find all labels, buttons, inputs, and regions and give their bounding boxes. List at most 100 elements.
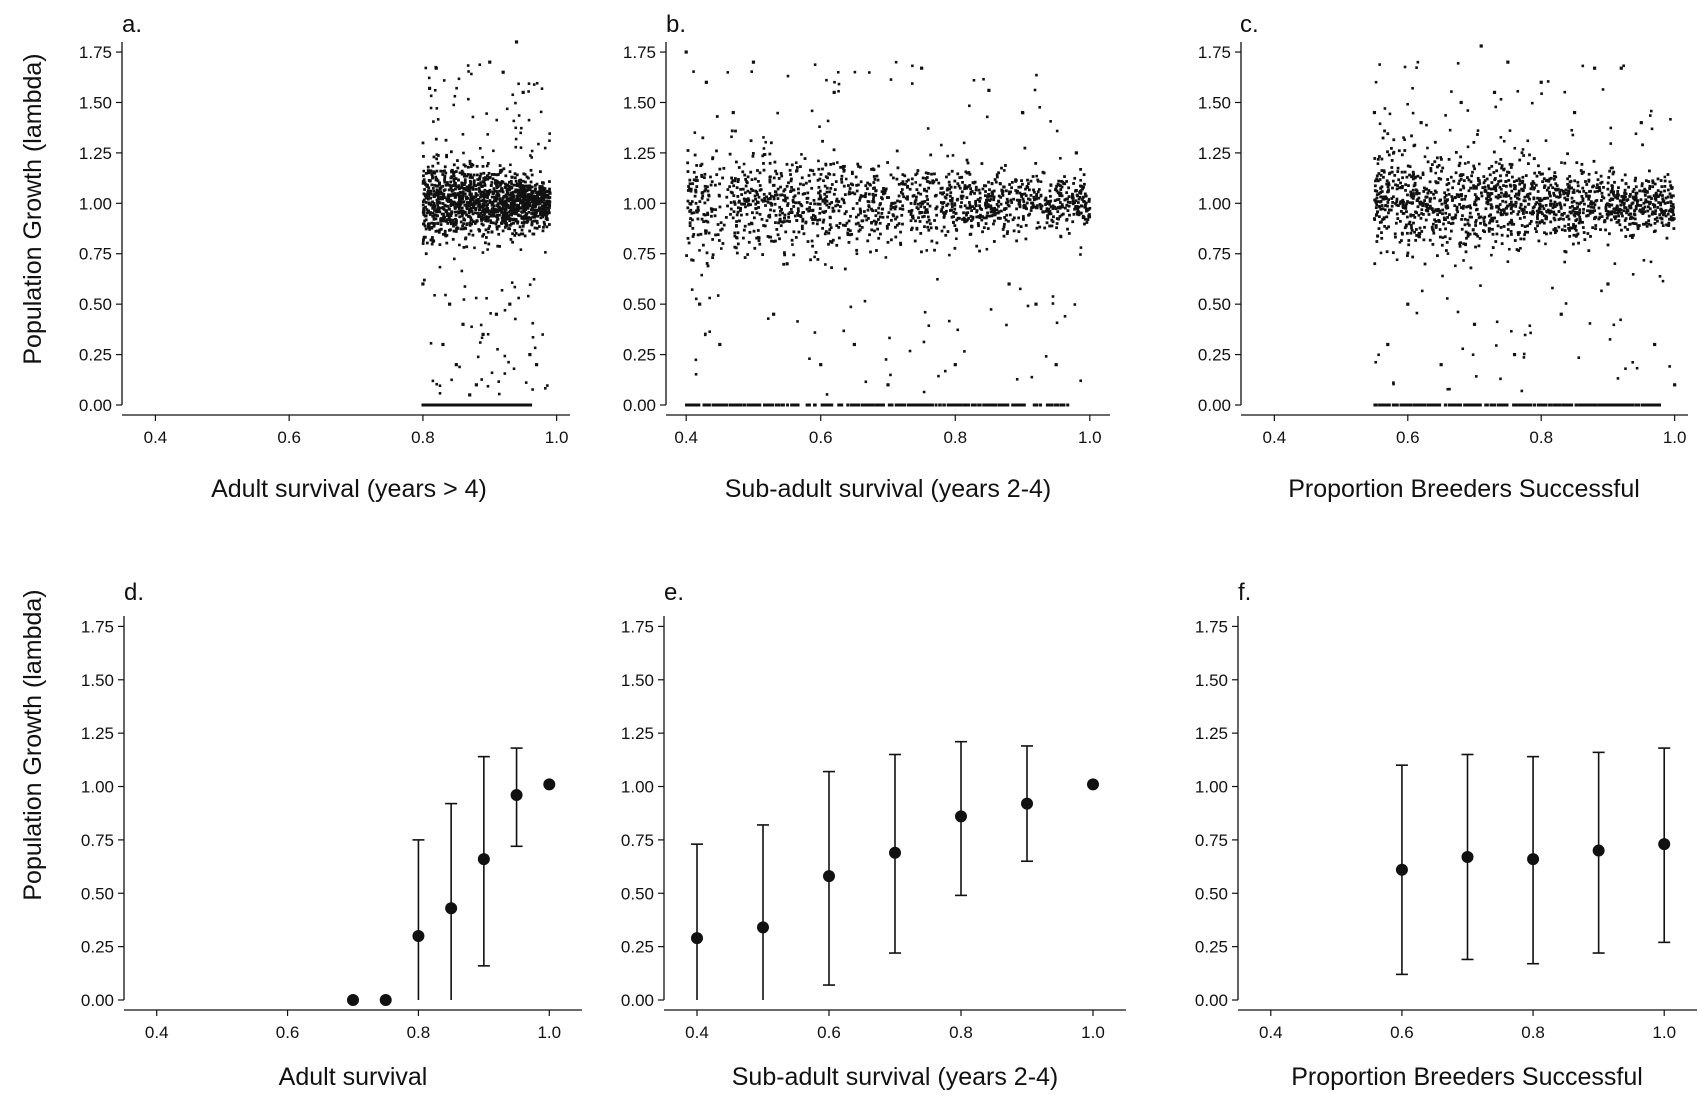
cloud-point-b — [864, 184, 867, 187]
cloud-point-b — [837, 226, 840, 229]
cloud-point-b — [874, 190, 877, 193]
cloud-point-c — [1455, 171, 1458, 174]
cloud-point-b — [747, 175, 750, 178]
cloud-point-b — [1083, 223, 1086, 226]
cloud-point-b — [986, 195, 989, 198]
cloud-point-b — [716, 115, 719, 118]
cloud-point-c — [1408, 174, 1411, 177]
cloud-point-a — [464, 227, 467, 230]
cloud-point-a — [438, 182, 441, 185]
cloud-point-a — [452, 238, 455, 241]
cloud-point-b — [1026, 202, 1029, 205]
cloud-point-b — [687, 170, 690, 173]
cloud-point-c — [1469, 212, 1472, 215]
cloud-point-c — [1635, 207, 1638, 210]
cloud-point-a — [515, 211, 518, 214]
cloud-point-c — [1419, 177, 1422, 180]
cloud-point-a — [468, 201, 471, 204]
cloud-point-b — [736, 186, 739, 189]
outlier-point-b-0 — [685, 50, 688, 53]
cloud-point-b — [1019, 205, 1022, 208]
sparse-point-b — [808, 357, 811, 360]
cloud-point-a — [511, 232, 514, 235]
sparse-point-a — [517, 297, 520, 300]
cloud-point-b — [859, 208, 862, 211]
sparse-point-b — [856, 252, 859, 255]
cloud-point-b — [698, 200, 701, 203]
cloud-point-c — [1545, 210, 1548, 213]
x-tick-label-c-1: 0.6 — [1396, 428, 1420, 447]
cloud-point-b — [898, 222, 901, 225]
cloud-point-c — [1536, 217, 1539, 220]
cloud-point-b — [1036, 227, 1039, 230]
cloud-point-c — [1436, 156, 1439, 159]
zero-point-b — [734, 404, 737, 407]
cloud-point-a — [502, 217, 505, 220]
panel-b: b. Sub-adult survival (years 2-4) 0.000.… — [623, 11, 1110, 503]
cloud-point-b — [1030, 206, 1033, 209]
cloud-point-a — [468, 188, 471, 191]
cloud-point-a — [499, 164, 502, 167]
zero-point-b — [782, 404, 785, 407]
cloud-point-a — [485, 228, 488, 231]
cloud-point-c — [1387, 211, 1390, 214]
cloud-point-c — [1543, 231, 1546, 234]
cloud-point-c — [1436, 209, 1439, 212]
cloud-point-c — [1645, 179, 1648, 182]
cloud-point-b — [740, 214, 743, 217]
sparse-point-a — [504, 372, 507, 375]
zero-point-b — [995, 404, 998, 407]
cloud-point-a — [459, 201, 462, 204]
cloud-point-b — [1040, 195, 1043, 198]
sparse-point-b — [916, 172, 919, 175]
cloud-point-c — [1524, 225, 1527, 228]
cloud-point-b — [685, 254, 688, 257]
cloud-point-b — [899, 231, 902, 234]
cloud-point-c — [1590, 206, 1593, 209]
sparse-point-a — [473, 247, 476, 250]
cloud-point-b — [694, 154, 697, 157]
cloud-point-c — [1490, 203, 1493, 206]
cloud-point-c — [1591, 226, 1594, 229]
cloud-point-c — [1430, 191, 1433, 194]
cloud-point-a — [445, 139, 448, 142]
cloud-point-a — [542, 192, 545, 195]
zero-point-b — [1004, 404, 1007, 407]
outlier-point-a-1 — [428, 87, 431, 90]
cloud-point-b — [1006, 198, 1009, 201]
cloud-point-b — [686, 161, 689, 164]
cloud-point-a — [425, 201, 428, 204]
cloud-point-b — [978, 189, 981, 192]
cloud-point-b — [1018, 203, 1021, 206]
sparse-point-b — [925, 249, 928, 252]
cloud-point-c — [1409, 213, 1412, 216]
cloud-point-c — [1641, 212, 1644, 215]
cloud-point-a — [498, 214, 501, 217]
cloud-point-c — [1593, 160, 1596, 163]
cloud-point-b — [728, 185, 731, 188]
cloud-point-c — [1445, 249, 1448, 252]
sparse-point-b — [923, 341, 926, 344]
cloud-point-b — [1057, 180, 1060, 183]
cloud-point-b — [689, 221, 692, 224]
y-tick-label-b-3: 0.75 — [623, 245, 656, 264]
cloud-point-a — [501, 188, 504, 191]
cloud-point-b — [762, 200, 765, 203]
cloud-point-c — [1523, 186, 1526, 189]
cloud-point-a — [429, 239, 432, 242]
cloud-point-c — [1576, 181, 1579, 184]
cloud-point-a — [433, 202, 436, 205]
cloud-point-b — [733, 231, 736, 234]
cloud-point-b — [1067, 186, 1070, 189]
cloud-point-b — [745, 185, 748, 188]
cloud-point-b — [898, 195, 901, 198]
sparse-point-b — [940, 144, 943, 147]
cloud-point-b — [706, 213, 709, 216]
cloud-point-c — [1667, 173, 1670, 176]
cloud-point-c — [1541, 219, 1544, 222]
sparse-point-b — [865, 380, 868, 383]
cloud-point-b — [877, 207, 880, 210]
sparse-point-a — [495, 119, 498, 122]
cloud-point-b — [847, 184, 850, 187]
cloud-point-a — [514, 172, 517, 175]
